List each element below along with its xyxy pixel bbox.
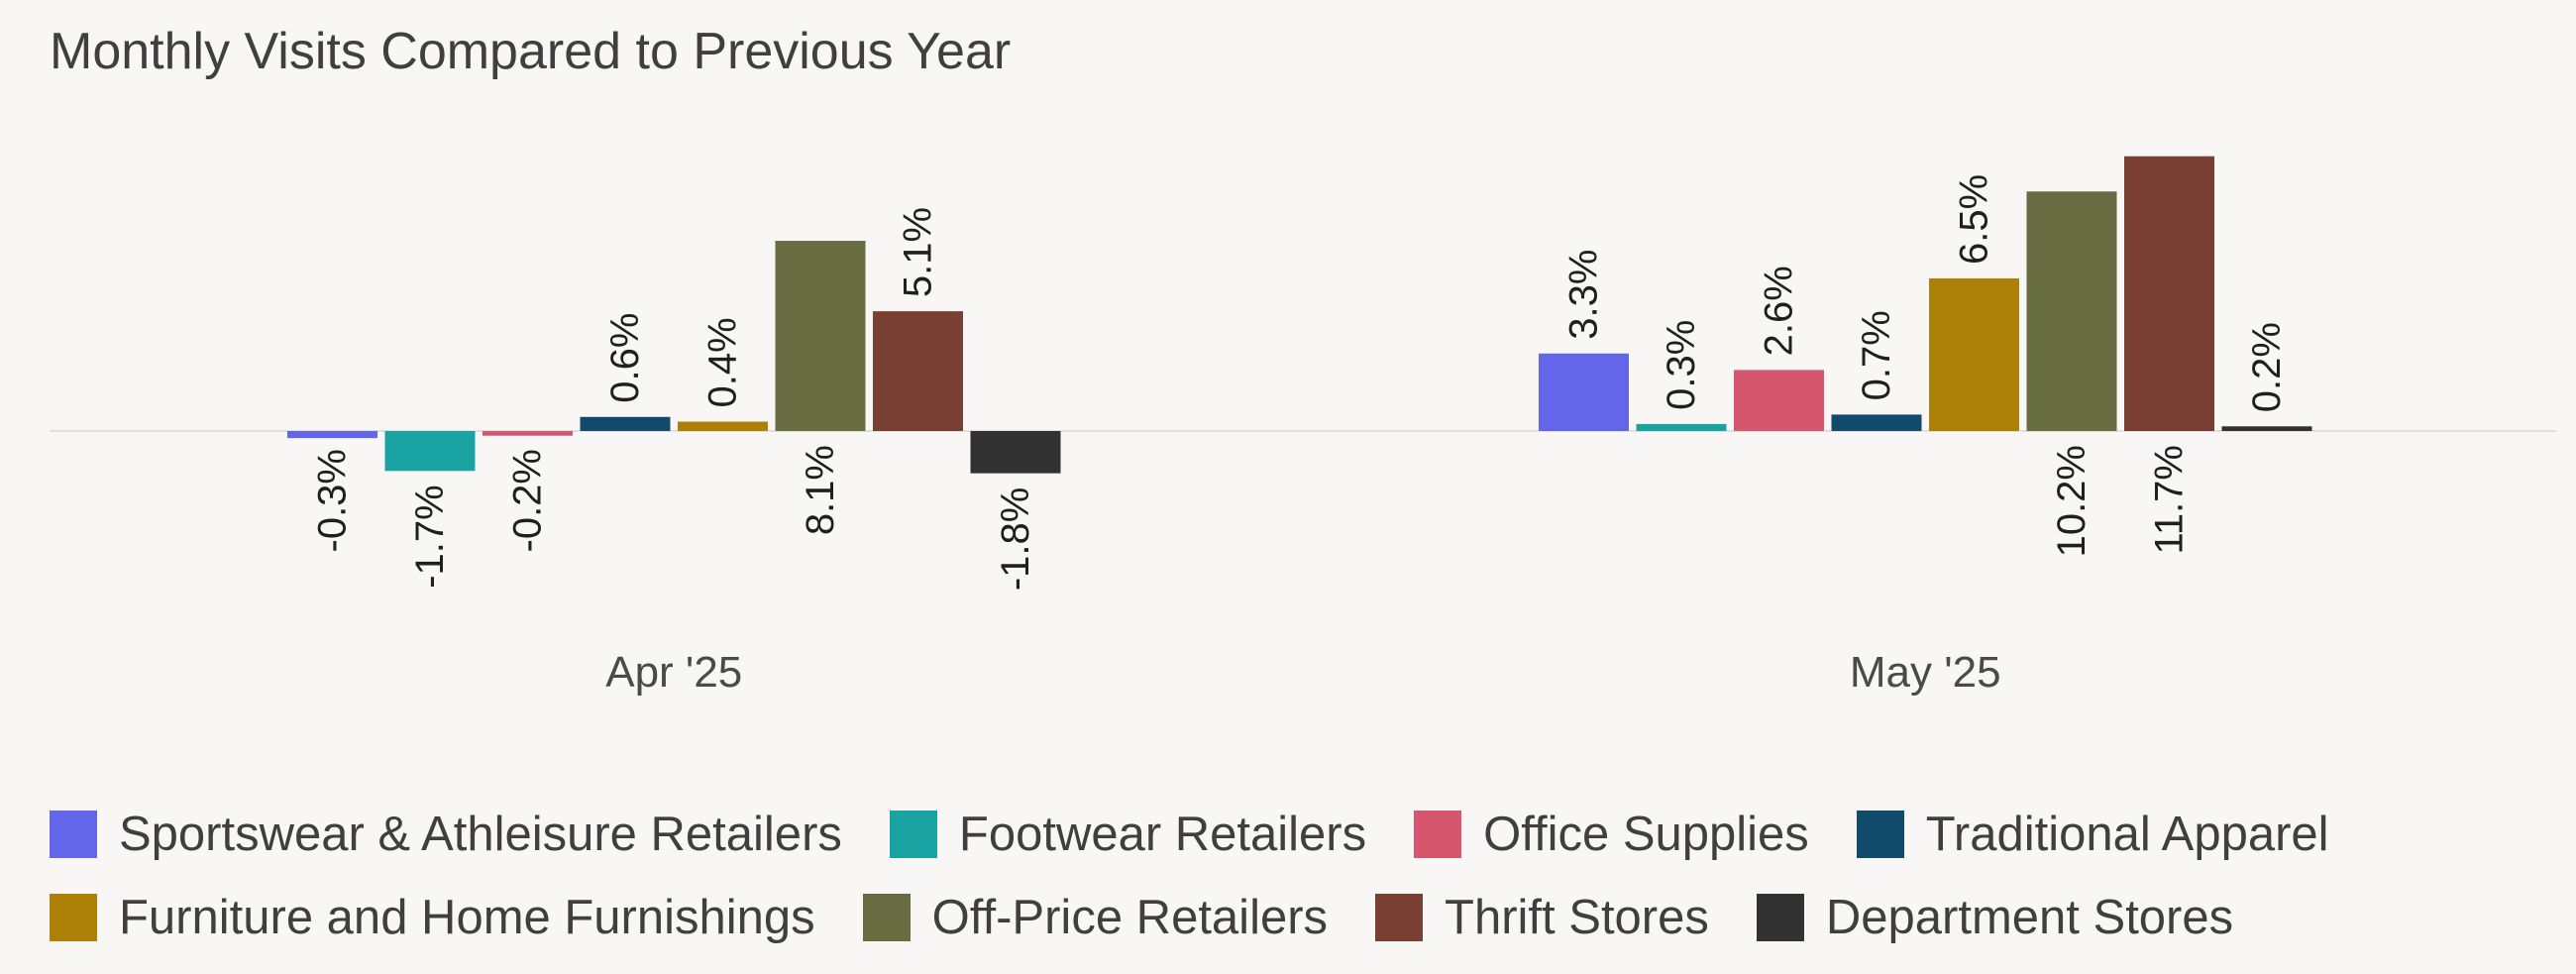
legend-item-department-stores[interactable]: Department Stores: [1756, 890, 2234, 945]
legend-label: Furniture and Home Furnishings: [119, 891, 815, 944]
data-label: 2.6%: [1758, 266, 1801, 356]
legend-swatch: [862, 894, 911, 941]
data-label: -0.2%: [506, 449, 550, 553]
data-label: 0.6%: [603, 313, 647, 403]
legend-item-furniture-and-home-furnishings[interactable]: Furniture and Home Furnishings: [50, 890, 815, 945]
data-label: -1.8%: [994, 487, 1037, 592]
data-label: 11.7%: [2148, 445, 2192, 554]
bar-department-stores-apr-25[interactable]: [970, 431, 1061, 474]
bar-furniture-and-home-furnishings-apr-25[interactable]: [678, 421, 768, 431]
legend-row: Sportswear & Athleisure Retailers Footwea…: [50, 793, 2526, 876]
data-label: 0.4%: [701, 317, 745, 407]
legend-swatch: [50, 894, 97, 941]
x-tick-label: Apr '25: [605, 648, 742, 697]
bar-office-supplies-may-25[interactable]: [1734, 370, 1824, 431]
bar-thrift-stores-may-25[interactable]: [2124, 156, 2214, 431]
bar-sportswear-and-athleisure-retailers-apr-25[interactable]: [287, 431, 377, 439]
data-label: 6.5%: [1953, 174, 1996, 265]
legend-swatch: [1756, 894, 1804, 941]
bar-furniture-and-home-furnishings-may-25[interactable]: [1929, 277, 2019, 431]
legend-item-footwear-retailers[interactable]: Footwear Retailers: [889, 807, 1367, 862]
data-label: 0.7%: [1855, 310, 1898, 400]
legend-label: Off-Price Retailers: [931, 891, 1329, 944]
legend-swatch: [50, 811, 97, 858]
legend-item-thrift-stores[interactable]: Thrift Stores: [1375, 890, 1709, 945]
legend-row: Furniture and Home Furnishings Off-Price …: [50, 876, 2526, 959]
data-label: -1.7%: [408, 485, 452, 589]
x-tick-label: May '25: [1850, 648, 2001, 697]
legend-swatch: [1414, 811, 1462, 858]
legend-item-office-supplies[interactable]: Office Supplies: [1414, 807, 1809, 862]
legend-swatch: [1856, 811, 1904, 858]
legend-label: Footwear Retailers: [958, 808, 1367, 861]
data-label: 0.3%: [1660, 320, 1703, 410]
legend-swatch: [889, 811, 937, 858]
bar-traditional-apparel-may-25[interactable]: [1831, 414, 1922, 431]
bar-traditional-apparel-apr-25[interactable]: [580, 416, 671, 431]
bar-sportswear-and-athleisure-retailers-may-25[interactable]: [1539, 353, 1629, 431]
legend-swatch: [1375, 894, 1424, 941]
legend-label: Traditional Apparel: [1925, 808, 2329, 861]
data-label: 8.1%: [799, 445, 842, 535]
legend-item-off-price-retailers[interactable]: Off-Price Retailers: [862, 890, 1329, 945]
legend-label: Office Supplies: [1483, 808, 1809, 861]
legend-label: Department Stores: [1825, 891, 2234, 944]
data-label: 5.1%: [897, 207, 940, 297]
bar-thrift-stores-apr-25[interactable]: [873, 311, 963, 431]
bar-department-stores-may-25[interactable]: [2221, 426, 2312, 431]
legend-item-traditional-apparel[interactable]: Traditional Apparel: [1856, 807, 2329, 862]
data-label: 10.2%: [2050, 445, 2093, 557]
chart-title: Monthly Visits Compared to Previous Year: [50, 23, 1012, 80]
legend-item-sportswear-and-athleisure-retailers[interactable]: Sportswear & Athleisure Retailers: [50, 807, 842, 862]
chart-legend: Sportswear & Athleisure Retailers Footwea…: [50, 793, 2526, 959]
bar-footwear-retailers-may-25[interactable]: [1636, 423, 1727, 431]
bar-footwear-retailers-apr-25[interactable]: [384, 431, 476, 472]
legend-label: Sportswear & Athleisure Retailers: [119, 808, 842, 861]
bar-off-price-retailers-apr-25[interactable]: [775, 241, 866, 431]
bar-off-price-retailers-may-25[interactable]: [2026, 191, 2117, 431]
bar-office-supplies-apr-25[interactable]: [483, 431, 573, 436]
chart-plot-area: -0.3% -1.7% -0.2% 0.6% 0.4% 8.1% 5.1% -1.8% Apr …: [50, 156, 2556, 697]
data-label: 3.3%: [1562, 250, 1606, 340]
data-label: -0.3%: [311, 449, 355, 553]
data-label: 0.2%: [2245, 322, 2289, 412]
legend-label: Thrift Stores: [1445, 891, 1709, 944]
